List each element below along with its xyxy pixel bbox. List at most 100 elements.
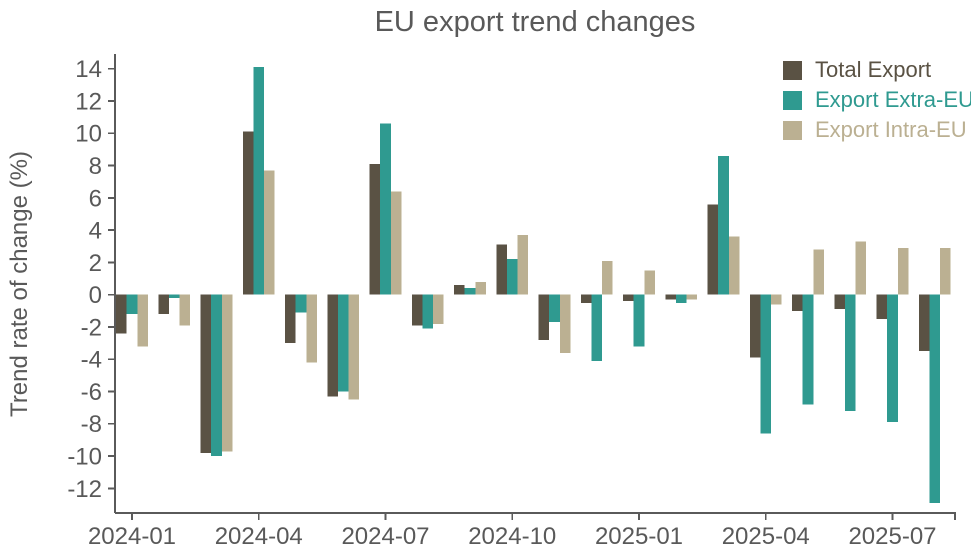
axes-group bbox=[108, 54, 956, 520]
bar-export-extra-eu-2025-02 bbox=[675, 294, 687, 303]
bar-total-export-2025-01 bbox=[623, 294, 634, 302]
bar-total-export-2025-07 bbox=[876, 294, 888, 319]
legend-label-export-intra-eu: Export Intra-EU bbox=[815, 117, 967, 142]
x-tick-label: 2024-07 bbox=[341, 523, 429, 550]
bar-export-extra-eu-2025-06 bbox=[844, 294, 856, 411]
bar-export-intra-eu-2024-12 bbox=[602, 260, 613, 295]
legend: Total Export Export Extra-EU Export Intr… bbox=[783, 57, 971, 143]
bar-export-extra-eu-2025-05 bbox=[802, 294, 814, 405]
legend-swatch-total-export bbox=[783, 60, 802, 80]
x-tick-label: 2025-07 bbox=[848, 523, 936, 550]
y-tick-label: -8 bbox=[81, 411, 102, 438]
bar-total-export-2024-02 bbox=[158, 294, 169, 315]
chart-title: EU export trend changes bbox=[375, 6, 696, 38]
x-tick-label: 2024-10 bbox=[468, 523, 556, 550]
bar-total-export-2024-11 bbox=[538, 294, 550, 340]
legend-label-total-export: Total Export bbox=[815, 57, 932, 82]
bar-export-intra-eu-2025-07 bbox=[897, 247, 909, 295]
bar-export-extra-eu-2024-01 bbox=[126, 294, 138, 315]
x-tick-label: 2024-04 bbox=[215, 523, 303, 550]
y-tick-label: -4 bbox=[81, 347, 102, 374]
bar-export-extra-eu-2024-03 bbox=[211, 294, 222, 457]
bar-total-export-2025-04 bbox=[749, 294, 761, 358]
bar-export-extra-eu-2024-08 bbox=[422, 294, 434, 329]
y-tick-label: 14 bbox=[75, 56, 102, 83]
bar-export-extra-eu-2024-02 bbox=[168, 294, 180, 298]
bar-export-intra-eu-2024-03 bbox=[221, 294, 233, 452]
x-tick-label: 2025-04 bbox=[722, 523, 810, 550]
bar-total-export-2025-06 bbox=[834, 294, 845, 310]
bar-total-export-2024-01 bbox=[116, 294, 127, 334]
bar-export-intra-eu-2025-02 bbox=[686, 294, 698, 300]
bar-export-intra-eu-2025-06 bbox=[855, 241, 867, 295]
bar-export-intra-eu-2024-11 bbox=[559, 294, 571, 353]
legend-swatch-export-extra-eu bbox=[783, 90, 802, 110]
y-tick-label: 12 bbox=[75, 88, 102, 115]
y-tick-labels: 14 12 10 8 6 4 2 0 -2 -4 -6 -8 -10 -12 bbox=[67, 56, 102, 503]
bar-export-intra-eu-2024-04 bbox=[264, 170, 275, 295]
y-tick-label: 0 bbox=[89, 282, 102, 309]
bar-export-extra-eu-2024-07 bbox=[380, 123, 391, 295]
y-tick-label: 2 bbox=[89, 250, 102, 277]
y-axis-label: Trend rate of change (%) bbox=[6, 151, 33, 417]
bar-export-intra-eu-2025-01 bbox=[644, 270, 655, 295]
bar-export-intra-eu-2024-09 bbox=[475, 281, 486, 295]
bars-group bbox=[116, 67, 951, 503]
bar-export-extra-eu-2024-06 bbox=[337, 294, 349, 392]
bar-export-intra-eu-2024-01 bbox=[137, 294, 148, 347]
bar-total-export-2024-12 bbox=[580, 294, 592, 303]
y-tick-label: 6 bbox=[89, 185, 102, 212]
bar-total-export-2024-05 bbox=[285, 294, 296, 344]
legend-label-export-extra-eu: Export Extra-EU bbox=[815, 87, 971, 112]
y-tick-label: -6 bbox=[81, 379, 102, 406]
bar-export-intra-eu-2025-04 bbox=[771, 294, 782, 305]
y-tick-label: -12 bbox=[67, 476, 102, 503]
bar-total-export-2024-10 bbox=[496, 244, 507, 295]
bar-export-extra-eu-2024-12 bbox=[591, 294, 603, 361]
legend-item-export-extra-eu: Export Extra-EU bbox=[783, 87, 971, 113]
bar-export-intra-eu-2024-05 bbox=[306, 294, 317, 363]
y-tick-label: -2 bbox=[81, 314, 102, 341]
bar-export-intra-eu-2025-03 bbox=[728, 236, 740, 295]
bar-export-intra-eu-2025-08 bbox=[940, 247, 951, 295]
bar-export-extra-eu-2024-09 bbox=[464, 288, 476, 295]
x-tick-label: 2024-01 bbox=[88, 523, 176, 550]
x-tick-label: 2025-01 bbox=[595, 523, 683, 550]
legend-swatch-export-intra-eu bbox=[783, 120, 802, 140]
y-tick-label: -10 bbox=[67, 444, 102, 471]
legend-item-total-export: Total Export bbox=[783, 57, 971, 83]
bar-export-extra-eu-2025-03 bbox=[718, 155, 729, 295]
bar-total-export-2024-07 bbox=[369, 163, 381, 295]
bar-export-extra-eu-2025-07 bbox=[887, 294, 898, 423]
bar-total-export-2025-05 bbox=[792, 294, 803, 311]
bar-export-intra-eu-2024-06 bbox=[348, 294, 360, 400]
bar-export-extra-eu-2024-05 bbox=[295, 294, 307, 313]
bar-export-extra-eu-2024-10 bbox=[506, 259, 518, 295]
bar-total-export-2025-02 bbox=[665, 294, 676, 300]
bar-export-intra-eu-2024-10 bbox=[517, 234, 529, 295]
bar-export-extra-eu-2025-08 bbox=[929, 294, 941, 503]
bar-total-export-2024-06 bbox=[327, 294, 338, 397]
bar-export-intra-eu-2025-05 bbox=[813, 249, 824, 295]
bar-export-intra-eu-2024-02 bbox=[179, 294, 191, 326]
bar-total-export-2024-04 bbox=[242, 131, 254, 295]
y-tick-label: 4 bbox=[89, 218, 102, 245]
bar-total-export-2024-09 bbox=[454, 285, 465, 295]
y-tick-label: 8 bbox=[89, 153, 102, 180]
bar-total-export-2025-03 bbox=[707, 204, 719, 295]
bar-export-intra-eu-2024-07 bbox=[390, 191, 402, 295]
bar-export-intra-eu-2024-08 bbox=[433, 294, 444, 324]
bar-total-export-2025-08 bbox=[918, 294, 930, 352]
y-tick-label: 10 bbox=[75, 121, 102, 148]
bar-total-export-2024-08 bbox=[411, 294, 423, 326]
bar-total-export-2024-03 bbox=[200, 294, 212, 453]
x-tick-labels: 2024-01 2024-04 2024-07 2024-10 2025-01 2025-… bbox=[88, 523, 937, 550]
legend-item-export-intra-eu: Export Intra-EU bbox=[783, 117, 971, 143]
bar-export-extra-eu-2024-11 bbox=[549, 294, 560, 323]
bar-export-extra-eu-2025-04 bbox=[760, 294, 772, 434]
bar-export-extra-eu-2025-01 bbox=[633, 294, 645, 347]
bar-export-extra-eu-2024-04 bbox=[253, 67, 265, 295]
